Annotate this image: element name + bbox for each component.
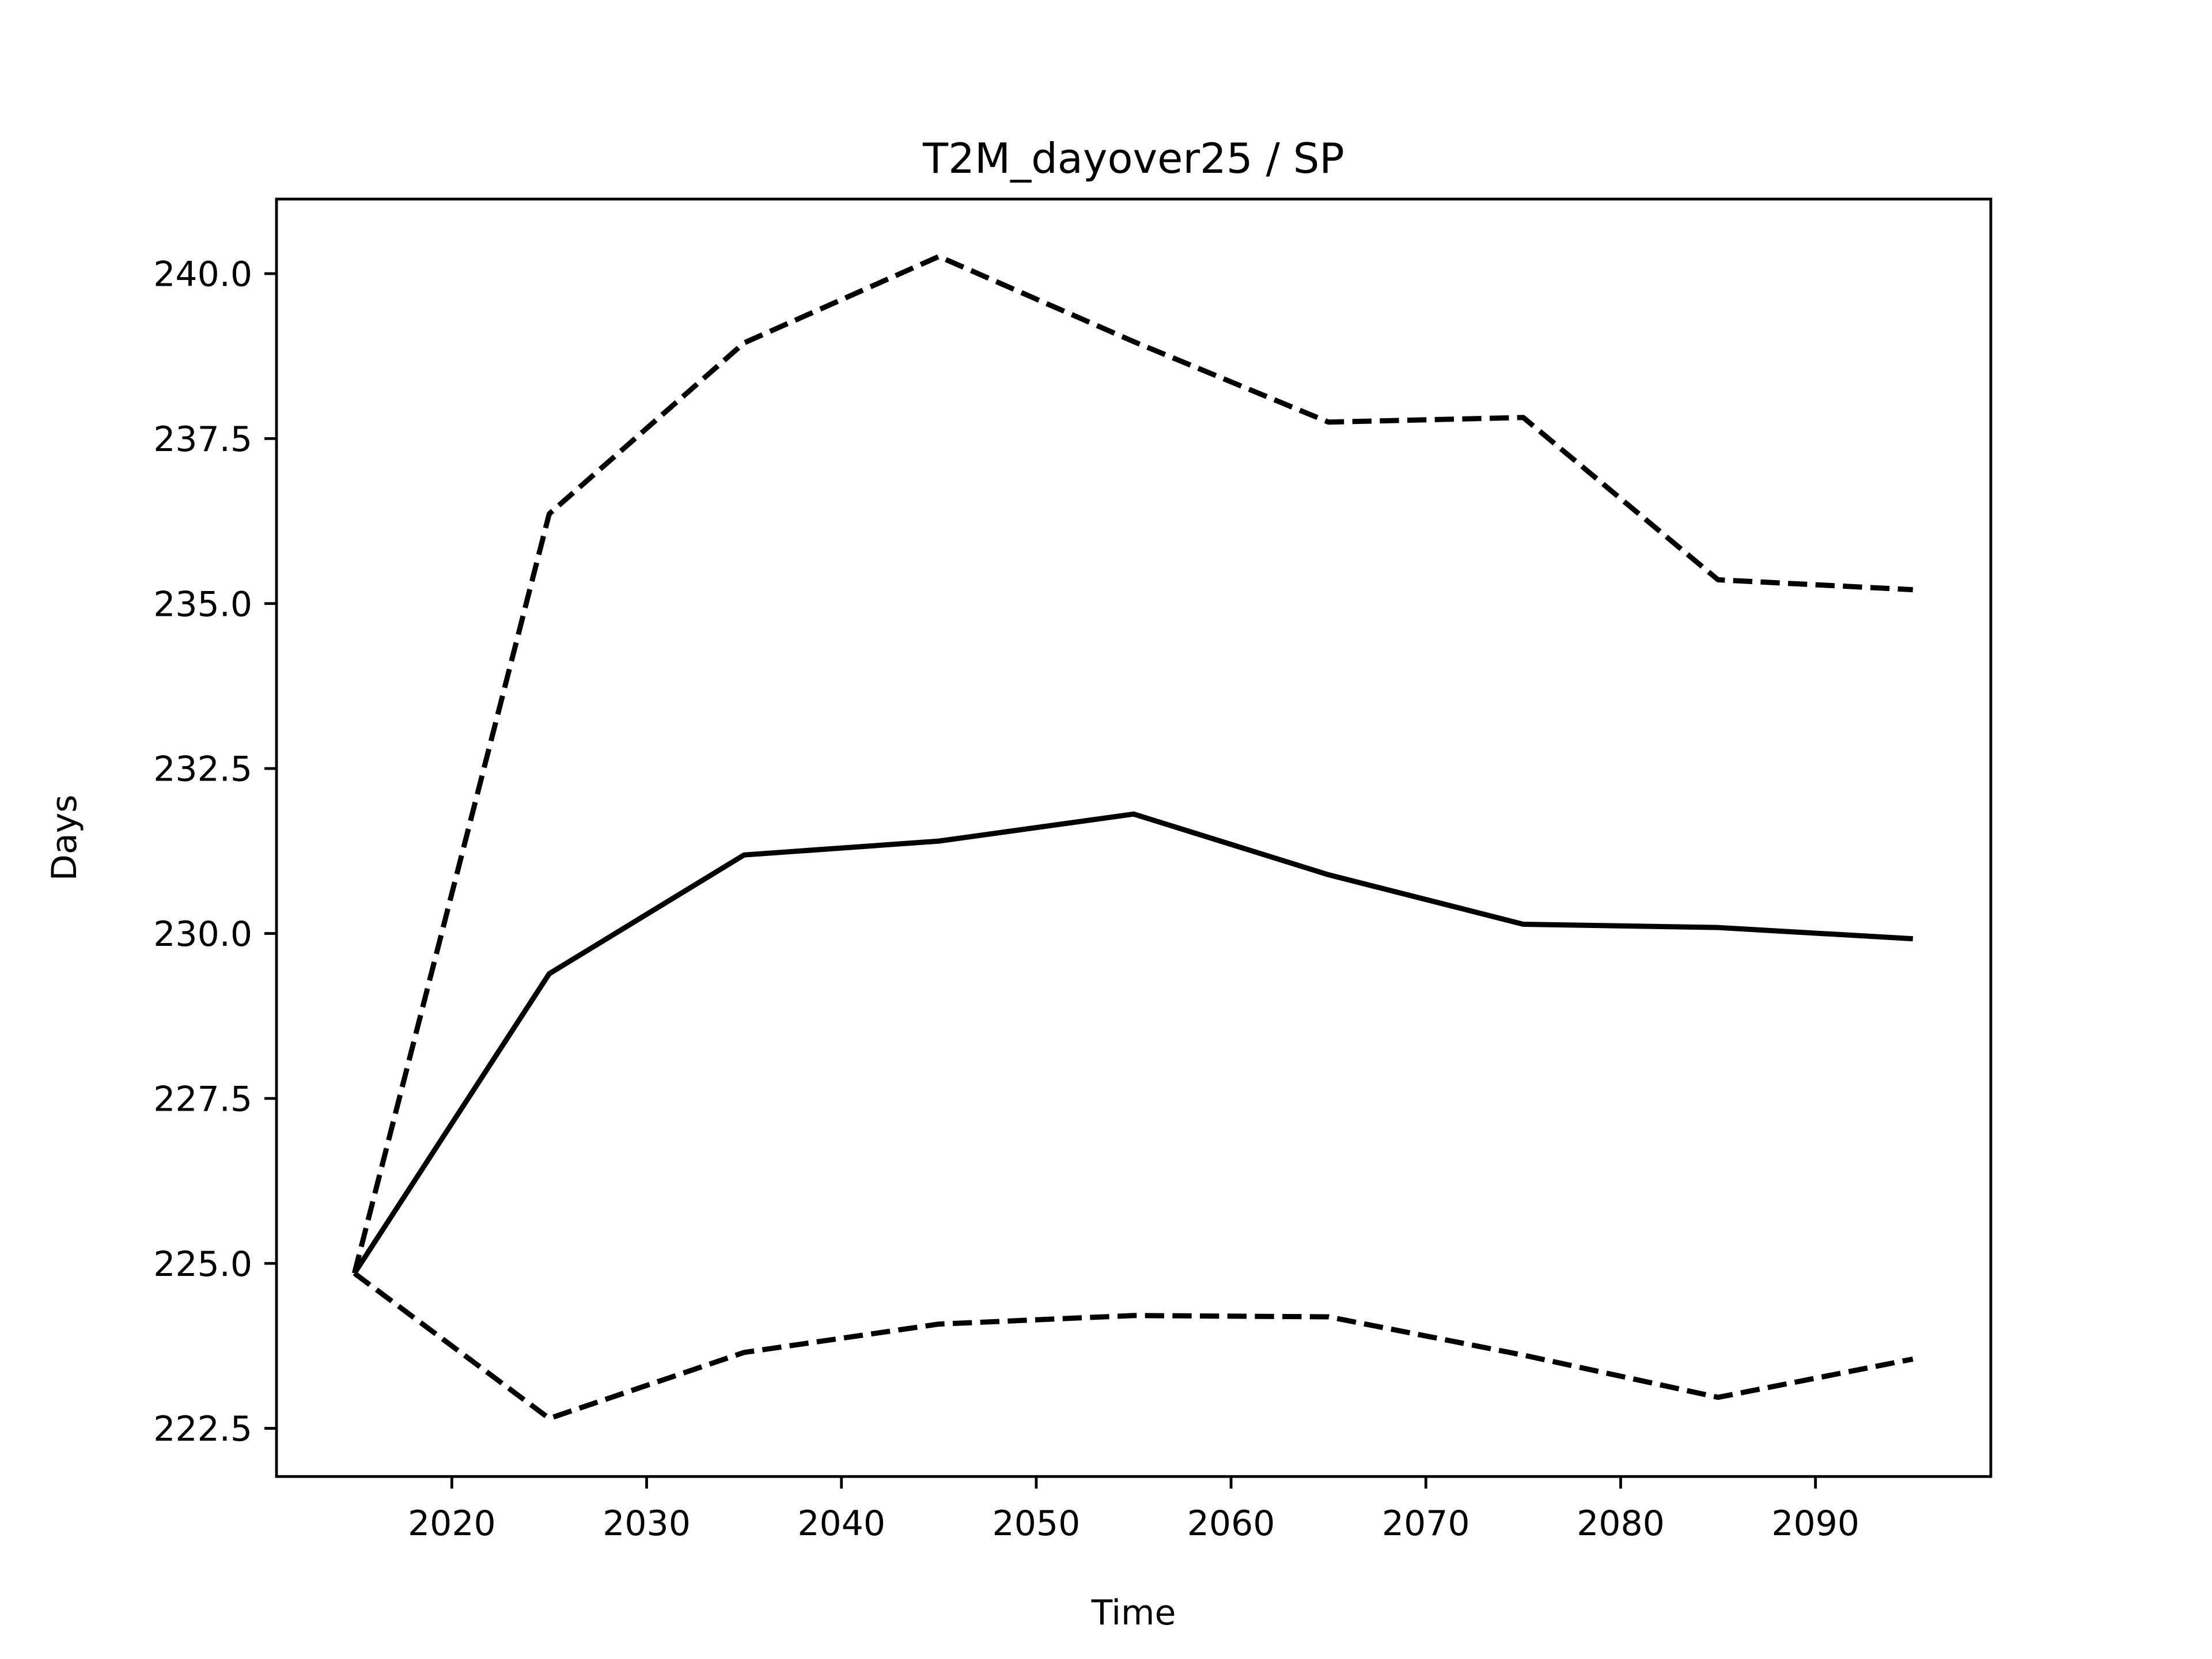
y-tick-label: 235.0 [153, 584, 252, 624]
x-tick-label: 2060 [1187, 1503, 1275, 1544]
x-tick-label: 2030 [603, 1503, 691, 1544]
y-tick-label: 237.5 [153, 419, 252, 460]
x-tick-label: 2020 [408, 1503, 496, 1544]
x-tick-label: 2050 [993, 1503, 1081, 1544]
y-tick-label: 232.5 [153, 749, 252, 790]
y-tick-label: 227.5 [153, 1079, 252, 1119]
x-tick-label: 2090 [1771, 1503, 1859, 1544]
y-tick-label: 240.0 [153, 255, 252, 295]
x-tick-label: 2040 [797, 1503, 885, 1544]
series-line [353, 1271, 1914, 1421]
y-tick-label: 222.5 [153, 1409, 252, 1449]
y-axis-label: Days [44, 795, 85, 881]
series-line [352, 811, 1913, 1275]
x-tick-label: 2070 [1382, 1503, 1470, 1544]
chart-title: T2M_dayover25 / SP [922, 134, 1344, 183]
y-tick-label: 230.0 [153, 914, 252, 955]
y-tick-label: 225.0 [153, 1244, 252, 1285]
x-axis-label: Time [1091, 1593, 1176, 1633]
x-tick-label: 2080 [1577, 1503, 1665, 1544]
plot-frame [275, 198, 1993, 1478]
series-line [351, 253, 1913, 1274]
